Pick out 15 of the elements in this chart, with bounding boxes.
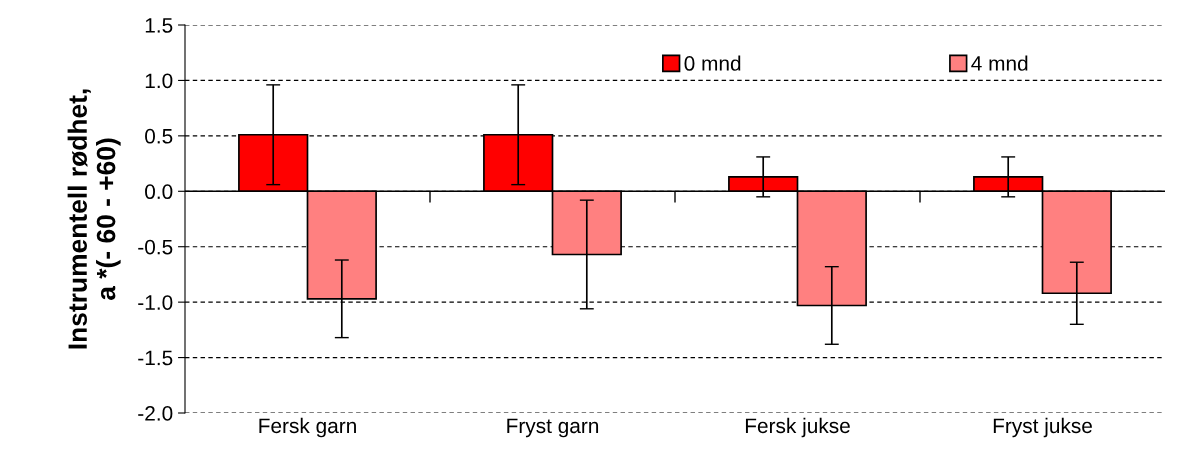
x-tick-label: Fersk jukse xyxy=(745,417,850,438)
y-axis-title: Instrumentell rødhet, a *(- 60 - +60) xyxy=(67,89,121,349)
y-tick-label: -0.5 xyxy=(138,239,173,255)
y-tick-label: 0.0 xyxy=(145,184,173,200)
y-tick-label: -2.0 xyxy=(138,406,173,421)
y-tick-label: 1.0 xyxy=(145,73,173,89)
y-tick-label: 1.5 xyxy=(145,18,173,33)
x-tick-label: Fersk garn xyxy=(259,417,356,438)
y-tick-label: -1.0 xyxy=(138,295,173,310)
y-tick-label: -1.5 xyxy=(138,350,173,366)
y-tick-label: 0.5 xyxy=(145,128,173,144)
x-tick-label: Fryst garn xyxy=(507,418,599,438)
x-tick-label: Fryst jukse xyxy=(993,417,1092,438)
legend-label: 0 mnd xyxy=(684,55,741,71)
legend-label: 4 mnd xyxy=(971,55,1028,71)
